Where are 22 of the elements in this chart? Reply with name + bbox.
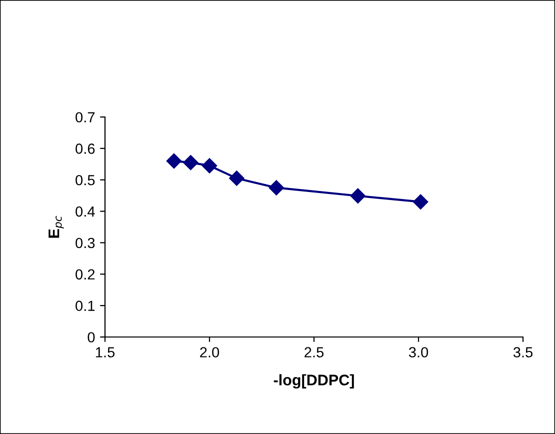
point (166, 153, 182, 169)
y-tick-label: 0.5 (76, 174, 95, 186)
point (413, 194, 428, 210)
point (229, 170, 244, 186)
y-axis-title: E$_{pc}$ (48, 216, 64, 238)
y-tick-label: 0.4 (76, 206, 95, 217)
y-tick-label: 0.2 (76, 269, 95, 280)
x-tick-label: 1.5 (96, 347, 115, 358)
y-tick-label: 0.6 (76, 144, 95, 154)
y-tick-label: 0.3 (76, 238, 95, 248)
point (183, 155, 198, 170)
point (202, 158, 218, 174)
x-axis-title: -log[DDPC] (274, 374, 354, 389)
point (350, 188, 366, 204)
y-tick-label: 0 (88, 332, 95, 342)
y-tick-label: 0.1 (76, 300, 95, 311)
y-tick-label: 0.7 (76, 112, 95, 122)
x-tick-label: 2.5 (304, 347, 324, 358)
point (268, 180, 284, 196)
x-tick-label: 3.0 (408, 347, 428, 358)
x-tick-label: 2.0 (200, 347, 220, 358)
x-tick-label: 3.5 (513, 347, 533, 358)
